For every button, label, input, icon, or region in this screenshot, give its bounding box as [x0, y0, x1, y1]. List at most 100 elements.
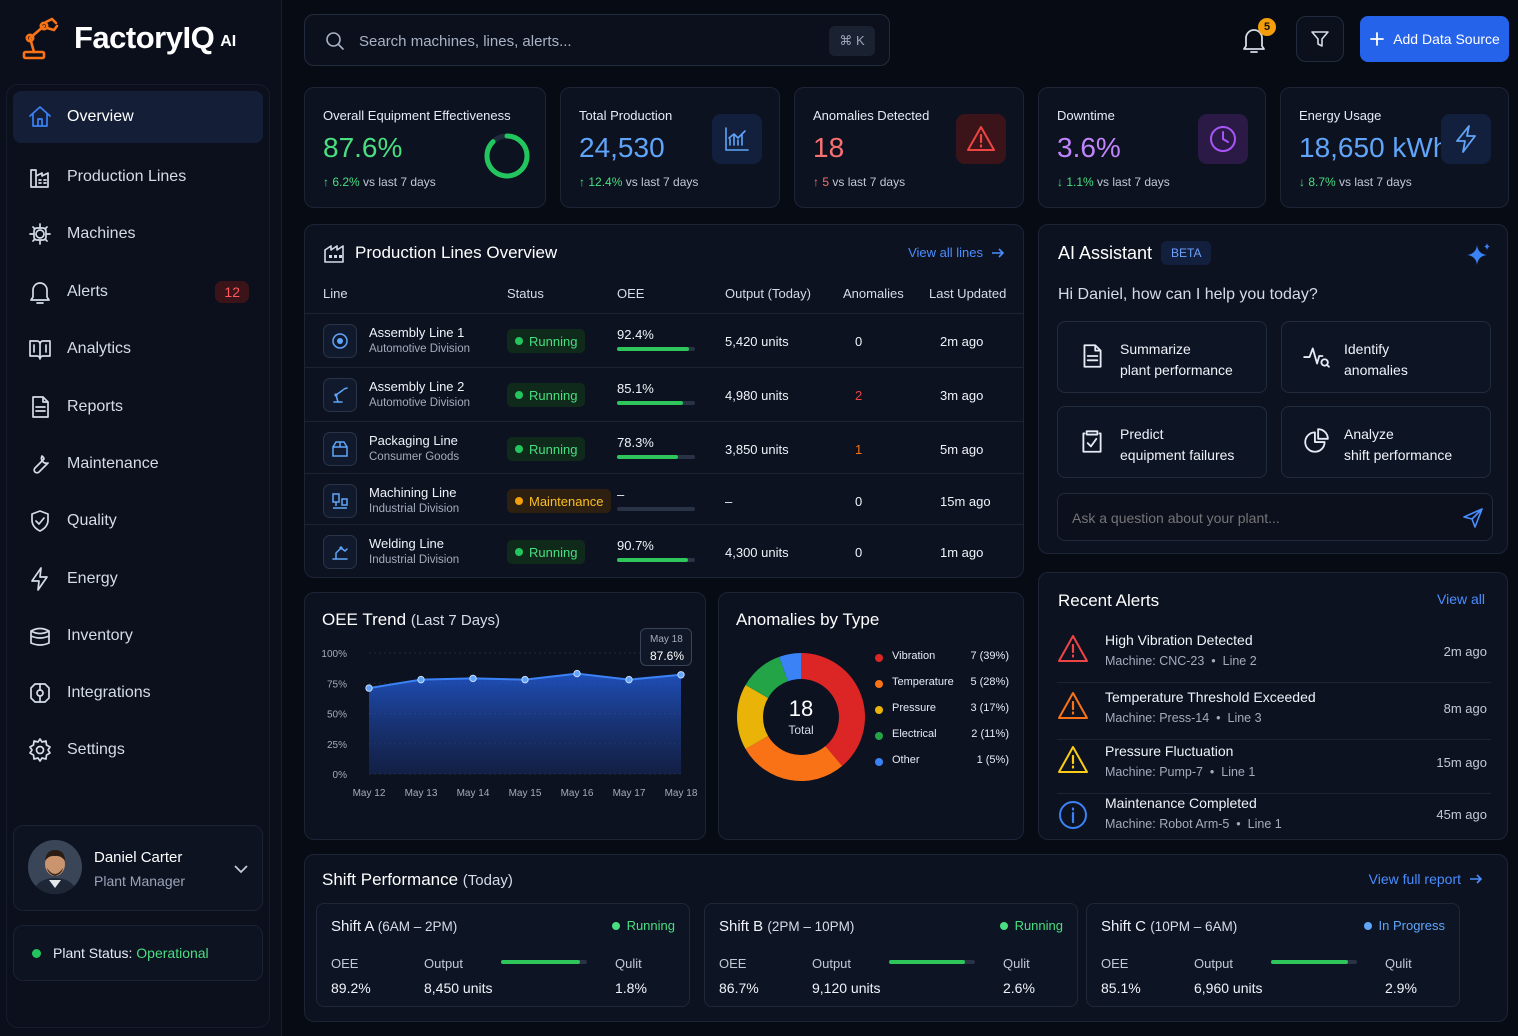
- nav-item-quality[interactable]: Quality: [13, 495, 263, 547]
- nav-item-settings[interactable]: Settings: [13, 724, 263, 776]
- quality-label: Qulit: [615, 956, 642, 971]
- kpi-change-value: 6.2%: [332, 175, 360, 189]
- send-icon[interactable]: [1462, 507, 1484, 529]
- search-bar[interactable]: ⌘ K: [304, 14, 890, 66]
- kpi-value: 24,530: [579, 132, 665, 163]
- nav-item-energy[interactable]: Energy: [13, 553, 263, 605]
- filter-button[interactable]: [1296, 16, 1344, 62]
- kpi-change: ↓ 8.7% vs last 7 days: [1299, 175, 1412, 189]
- nav-item-inventory[interactable]: Inventory: [13, 610, 263, 662]
- line-division: Automotive Division: [369, 343, 470, 355]
- nav-item-production-lines[interactable]: Production Lines: [13, 151, 263, 203]
- kpi-icon-box: [712, 114, 762, 164]
- nav-item-reports[interactable]: Reports: [13, 381, 263, 433]
- user-name: Daniel Carter: [94, 849, 183, 866]
- machining-icon: [332, 493, 348, 509]
- nav-item-maintenance[interactable]: Maintenance: [13, 438, 263, 490]
- user-profile[interactable]: Daniel Carter Plant Manager: [13, 825, 263, 911]
- shift-card[interactable]: Shift A (6AM – 2PM) Running OEE 89.2% Ou…: [316, 903, 690, 1007]
- alert-title: Maintenance Completed: [1105, 795, 1257, 811]
- ai-greeting: Hi Daniel, how can I help you today?: [1058, 286, 1318, 303]
- ai-action-analyze[interactable]: Analyze shift performance: [1281, 406, 1491, 478]
- table-row[interactable]: Assembly Line 1 Automotive Division Runn…: [305, 313, 1023, 367]
- view-all-alerts-link[interactable]: View all: [1437, 591, 1485, 607]
- nav-item-overview[interactable]: Overview: [13, 91, 263, 143]
- y-tick-label: 75%: [327, 679, 347, 690]
- last-updated-value: 5m ago: [940, 442, 984, 457]
- alert-item[interactable]: Pressure Fluctuation Machine: Pump-7 • L…: [1039, 743, 1509, 799]
- shift-performance-card: Shift Performance (Today) View full repo…: [304, 854, 1508, 1022]
- trend-arrow-icon: ↑: [323, 175, 329, 189]
- nav-item-label: Alerts: [67, 283, 108, 300]
- line-name: Assembly Line 2: [369, 379, 465, 394]
- sidebar: FactoryIQ AI Overview Production Lines M…: [0, 0, 282, 1036]
- shift-progress-bar: [889, 960, 975, 964]
- nav-item-alerts[interactable]: Alerts 12: [13, 266, 263, 318]
- kpi-change-suffix: vs last 7 days: [829, 175, 906, 189]
- view-full-report-link[interactable]: View full report: [1369, 871, 1483, 887]
- nav-item-machines[interactable]: Machines: [13, 208, 263, 260]
- output-label: Output: [812, 956, 852, 971]
- table-row[interactable]: Welding Line Industrial Division Running…: [305, 524, 1023, 578]
- chart-tooltip: May 18 87.6%: [640, 628, 692, 666]
- shift-progress-fill: [1271, 960, 1349, 964]
- alert-item[interactable]: Maintenance Completed Machine: Robot Arm…: [1039, 795, 1509, 851]
- kpi-change-suffix: vs last 7 days: [622, 175, 699, 189]
- y-tick-label: 100%: [321, 649, 347, 660]
- kpi-change: ↑ 6.2% vs last 7 days: [323, 175, 436, 189]
- status-label: Maintenance: [529, 493, 604, 509]
- donut-slice-temperature: [745, 736, 843, 781]
- oee-progress-bar: [617, 347, 695, 351]
- tooltip-value: 87.6%: [650, 649, 685, 663]
- oee-progress-fill: [617, 558, 688, 562]
- shift-card[interactable]: Shift B (2PM – 10PM) Running OEE 86.7% O…: [704, 903, 1078, 1007]
- nav-item-integrations[interactable]: Integrations: [13, 667, 263, 719]
- oee-trend-title: OEE Trend (Last 7 Days): [322, 610, 500, 630]
- legend-value: 1 (5%): [976, 754, 1009, 766]
- ai-action-identify[interactable]: Identify anomalies: [1281, 321, 1491, 393]
- status-dot: [515, 548, 523, 556]
- shift-progress-bar: [501, 960, 587, 964]
- kpi-change: ↑ 12.4% vs last 7 days: [579, 175, 698, 189]
- anomalies-value: 1: [855, 442, 863, 457]
- notifications-button[interactable]: 5: [1228, 14, 1280, 66]
- oee-trend-chart: 100% 75% 50% 25% 0% May 12 May 13 May 14 May 15 M…: [321, 649, 698, 799]
- table-row[interactable]: Machining Line Industrial Division Maint…: [305, 473, 1023, 527]
- brand-logo[interactable]: FactoryIQ AI: [18, 16, 236, 60]
- trend-arrow-icon: ↑: [813, 175, 819, 189]
- table-row[interactable]: Packaging Line Consumer Goods Running 78…: [305, 421, 1023, 475]
- add-data-source-button[interactable]: Add Data Source: [1360, 16, 1509, 62]
- ai-action-subtitle: anomalies: [1344, 362, 1408, 378]
- donut-total-label: Total: [788, 723, 814, 737]
- table-row[interactable]: Assembly Line 2 Automotive Division Runn…: [305, 367, 1023, 421]
- line-division: Industrial Division: [369, 554, 460, 566]
- plus-icon: [1370, 32, 1385, 46]
- nav-panel: Overview Production Lines Machines Alert…: [6, 84, 270, 1028]
- shift-card[interactable]: Shift C (10PM – 6AM) In Progress OEE 85.…: [1086, 903, 1460, 1007]
- ai-question-input[interactable]: [1072, 508, 1442, 528]
- shift-name-text: Shift A: [331, 918, 374, 935]
- donut-total-value: 18: [788, 696, 814, 721]
- nav-item-label: Overview: [67, 108, 134, 125]
- anomalies-title: Anomalies by Type: [736, 610, 880, 629]
- legend-swatch: [875, 680, 883, 688]
- ai-question-box[interactable]: [1057, 493, 1493, 541]
- alert-item[interactable]: High Vibration Detected Machine: CNC-23 …: [1039, 632, 1509, 688]
- kpi-icon-box: [956, 114, 1006, 164]
- ai-action-predict[interactable]: Predict equipment failures: [1057, 406, 1267, 478]
- shift-name: Shift B (2PM – 10PM): [719, 918, 854, 935]
- ai-action-title: Summarize: [1120, 341, 1191, 357]
- oee-progress-fill: [617, 347, 690, 351]
- line-division: Automotive Division: [369, 397, 470, 409]
- arrow-right-icon: [992, 247, 1005, 258]
- tooltip-date: May 18: [650, 634, 683, 645]
- alert-item[interactable]: Temperature Threshold Exceeded Machine: …: [1039, 689, 1509, 745]
- x-tick-label: May 18: [665, 788, 698, 799]
- nav-item-label: Integrations: [67, 684, 151, 701]
- nav-item-analytics[interactable]: Analytics: [13, 323, 263, 375]
- output-value: 4,300 units: [725, 545, 789, 560]
- line-name: Machining Line: [369, 485, 457, 500]
- search-input[interactable]: [359, 29, 799, 53]
- ai-action-summarize[interactable]: Summarize plant performance: [1057, 321, 1267, 393]
- view-all-lines-link[interactable]: View all lines: [908, 245, 1005, 260]
